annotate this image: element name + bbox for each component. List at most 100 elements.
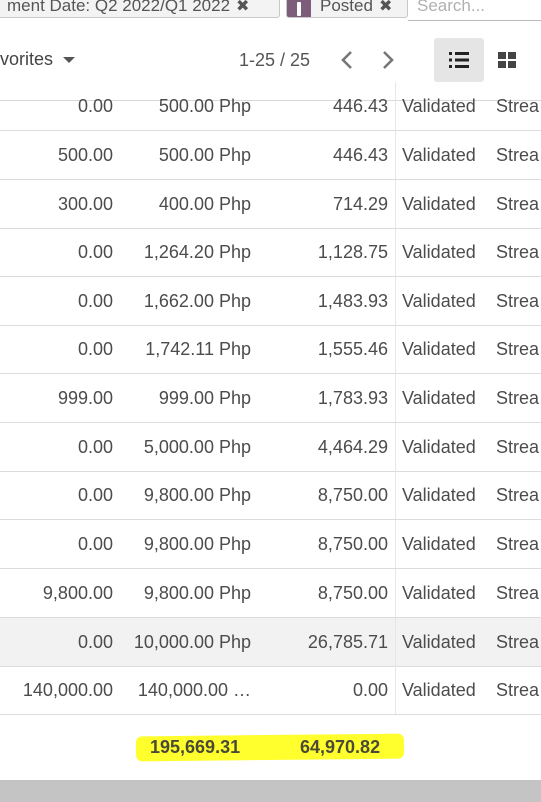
cell-amount: 0.00	[77, 631, 113, 652]
cell-amount: 0.00	[77, 241, 113, 262]
filter-tag-icon	[287, 0, 311, 17]
filter-facet-date[interactable]: ment Date: Q2 2022/Q1 2022 ✖	[0, 0, 280, 18]
favorites-dropdown[interactable]: vorites	[0, 49, 76, 70]
chevron-left-icon	[341, 51, 352, 69]
table-row[interactable]: 0.00 5,000.00 Php 4,464.29 Validated Str…	[0, 423, 541, 472]
cell-status: Validated	[402, 241, 476, 262]
cell-amount-total: 714.29	[332, 193, 388, 214]
search-bar: ment Date: Q2 2022/Q1 2022 ✖ Posted ✖	[0, 0, 541, 22]
table-row[interactable]: 0.00 1,264.20 Php 1,128.75 Validated Str…	[0, 228, 541, 277]
cell-truncated: Strea	[496, 533, 540, 554]
search-input[interactable]	[412, 0, 541, 18]
total-amount-currency: 195,669.31	[150, 737, 241, 757]
cell-truncated: Strea	[496, 387, 540, 408]
pager-previous-button[interactable]	[335, 46, 359, 74]
horizontal-scrollbar[interactable]	[0, 780, 541, 802]
table-row[interactable]: 0.00 1,742.11 Php 1,555.46 Validated Str…	[0, 325, 541, 374]
cell-truncated: Strea	[496, 484, 540, 505]
remove-facet-posted-icon[interactable]: ✖	[378, 0, 393, 15]
table-row[interactable]: 500.00 500.00 Php 446.43 Validated Strea	[0, 131, 541, 180]
cell-status: Validated	[402, 484, 476, 505]
cell-status: Validated	[402, 387, 476, 408]
table-row[interactable]: 9,800.00 9,800.00 Php 8,750.00 Validated…	[0, 569, 541, 618]
cell-amount-currency: 1,742.11 Php	[145, 338, 251, 359]
chevron-right-icon	[383, 51, 394, 69]
column-divider	[395, 666, 396, 714]
cell-amount-total: 446.43	[332, 144, 388, 165]
cell-amount-currency: 9,800.00 Php	[143, 582, 251, 603]
list-view-button[interactable]	[434, 38, 484, 82]
cell-amount-currency: 5,000.00 Php	[143, 436, 251, 457]
column-divider	[395, 520, 396, 568]
kanban-view-button[interactable]	[486, 38, 528, 82]
search-underline	[408, 20, 541, 21]
kanban-icon	[498, 52, 516, 68]
table-row[interactable]: 300.00 400.00 Php 714.29 Validated Strea	[0, 180, 541, 229]
table-row[interactable]: 0.00 9,800.00 Php 8,750.00 Validated Str…	[0, 520, 541, 569]
cell-amount-currency: 500.00 Php	[158, 95, 251, 116]
column-divider	[395, 228, 396, 276]
cell-amount: 140,000.00	[22, 679, 113, 700]
totals-row: 195,669.31 64,970.82	[0, 715, 541, 781]
cell-status: Validated	[402, 338, 476, 359]
cell-amount-currency: 1,662.00 Php	[143, 290, 251, 311]
remove-facet-date-icon[interactable]: ✖	[236, 0, 250, 15]
cell-amount-currency: 140,000.00 …	[137, 679, 251, 700]
cell-amount-currency: 400.00 Php	[158, 193, 251, 214]
column-divider	[395, 131, 396, 179]
cell-truncated: Strea	[496, 338, 540, 359]
cell-status: Validated	[402, 144, 476, 165]
cell-truncated: Strea	[496, 193, 540, 214]
cell-truncated: Strea	[496, 144, 540, 165]
cell-truncated: Strea	[496, 95, 540, 116]
cell-truncated: Strea	[496, 679, 540, 700]
list-icon	[449, 52, 469, 68]
cell-truncated: Strea	[496, 631, 540, 652]
records-table: 0.00 500.00 Php 446.43 Validated Strea 5…	[0, 82, 541, 781]
table-row[interactable]: 0.00 500.00 Php 446.43 Validated Strea	[0, 82, 541, 131]
cell-amount-currency: 9,800.00 Php	[143, 533, 251, 554]
cell-status: Validated	[402, 193, 476, 214]
facet-date-label: ment Date: Q2 2022/Q1 2022	[7, 0, 231, 15]
cell-status: Validated	[402, 582, 476, 603]
cell-status: Validated	[402, 533, 476, 554]
filter-facet-posted[interactable]: Posted ✖	[286, 0, 408, 18]
favorites-label: vorites	[0, 49, 54, 69]
column-divider	[395, 423, 396, 471]
cell-amount-currency: 1,264.20 Php	[143, 241, 251, 262]
cell-amount-currency: 10,000.00 Php	[133, 631, 251, 652]
cell-amount-total: 1,555.46	[317, 338, 388, 359]
table-row[interactable]: 999.00 999.00 Php 1,783.93 Validated Str…	[0, 374, 541, 423]
cell-amount-currency: 999.00 Php	[158, 387, 251, 408]
cell-amount: 999.00	[57, 387, 113, 408]
caret-down-icon	[63, 56, 76, 63]
cell-amount: 0.00	[77, 338, 113, 359]
column-divider	[395, 569, 396, 617]
column-divider	[395, 618, 396, 666]
table-row[interactable]: 0.00 9,800.00 Php 8,750.00 Validated Str…	[0, 471, 541, 520]
column-divider	[395, 325, 396, 373]
cell-status: Validated	[402, 631, 476, 652]
pager-value[interactable]: 1-25 / 25	[239, 50, 311, 70]
cell-amount: 9,800.00	[42, 582, 113, 603]
cell-amount: 0.00	[77, 484, 113, 505]
cell-amount-total: 8,750.00	[317, 582, 388, 603]
column-divider	[395, 374, 396, 422]
cell-truncated: Strea	[496, 582, 540, 603]
cell-status: Validated	[402, 436, 476, 457]
cell-amount-total: 26,785.71	[307, 631, 388, 652]
cell-amount: 0.00	[77, 290, 113, 311]
cell-amount: 0.00	[77, 533, 113, 554]
cell-amount: 0.00	[77, 95, 113, 116]
column-divider	[395, 180, 396, 228]
cell-amount-total: 1,783.93	[317, 387, 388, 408]
cell-status: Validated	[402, 290, 476, 311]
pager-next-button[interactable]	[376, 46, 400, 74]
cell-status: Validated	[402, 95, 476, 116]
cell-amount-currency: 500.00 Php	[158, 144, 251, 165]
cell-amount: 0.00	[77, 436, 113, 457]
table-row[interactable]: 140,000.00 140,000.00 … 0.00 Validated S…	[0, 666, 541, 715]
total-amount: 64,970.82	[300, 737, 381, 757]
table-row[interactable]: 0.00 10,000.00 Php 26,785.71 Validated S…	[0, 618, 541, 667]
table-row[interactable]: 0.00 1,662.00 Php 1,483.93 Validated Str…	[0, 277, 541, 326]
